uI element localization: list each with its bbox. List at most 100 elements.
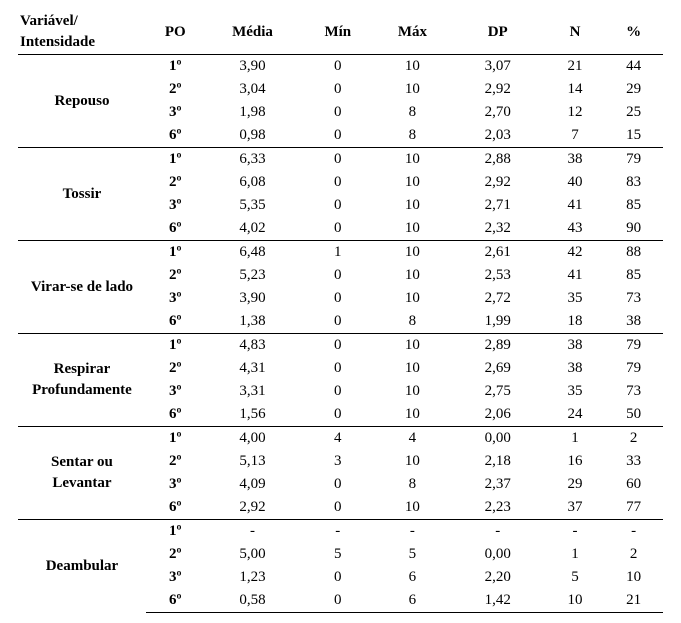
- cell-n: 1: [546, 543, 605, 566]
- cell-min: 3: [300, 450, 375, 473]
- col-variavel: Variável/ Intensidade: [18, 10, 146, 55]
- cell-media: 1,98: [205, 101, 301, 124]
- cell-dp: 2,32: [450, 217, 546, 241]
- cell-media: 1,56: [205, 403, 301, 427]
- cell-dp: 2,92: [450, 171, 546, 194]
- col-dp: DP: [450, 10, 546, 55]
- cell-max: 8: [375, 310, 450, 334]
- cell-min: -: [300, 520, 375, 544]
- cell-max: 10: [375, 403, 450, 427]
- cell-media: 0,58: [205, 589, 301, 613]
- cell-min: 0: [300, 264, 375, 287]
- cell-pct: 83: [604, 171, 663, 194]
- table-row: RespirarProfundamente1º4,830102,893879: [18, 334, 663, 358]
- cell-n: 41: [546, 264, 605, 287]
- col-pct: %: [604, 10, 663, 55]
- col-n: N: [546, 10, 605, 55]
- cell-dp: 3,07: [450, 55, 546, 79]
- cell-pct: 90: [604, 217, 663, 241]
- cell-min: 0: [300, 357, 375, 380]
- cell-max: 10: [375, 148, 450, 172]
- cell-dp: -: [450, 520, 546, 544]
- cell-po: 3º: [146, 287, 205, 310]
- cell-dp: 2,37: [450, 473, 546, 496]
- cell-po: 3º: [146, 380, 205, 403]
- cell-po: 2º: [146, 450, 205, 473]
- cell-po: 6º: [146, 496, 205, 520]
- cell-pct: 38: [604, 310, 663, 334]
- cell-min: 0: [300, 287, 375, 310]
- table-row: Tossir1º6,330102,883879: [18, 148, 663, 172]
- cell-dp: 0,00: [450, 543, 546, 566]
- cell-n: 7: [546, 124, 605, 148]
- cell-dp: 2,89: [450, 334, 546, 358]
- cell-pct: 2: [604, 427, 663, 451]
- cell-min: 0: [300, 124, 375, 148]
- cell-media: 4,09: [205, 473, 301, 496]
- cell-min: 5: [300, 543, 375, 566]
- cell-n: 40: [546, 171, 605, 194]
- cell-dp: 2,71: [450, 194, 546, 217]
- cell-media: 4,31: [205, 357, 301, 380]
- cell-min: 0: [300, 334, 375, 358]
- cell-pct: 85: [604, 264, 663, 287]
- group-label: Sentar ouLevantar: [18, 427, 146, 520]
- stats-table: Variável/ Intensidade PO Média Mín Máx D…: [18, 10, 663, 613]
- cell-pct: 44: [604, 55, 663, 79]
- cell-max: 10: [375, 194, 450, 217]
- cell-min: 0: [300, 473, 375, 496]
- cell-media: 3,31: [205, 380, 301, 403]
- cell-n: 41: [546, 194, 605, 217]
- cell-po: 6º: [146, 403, 205, 427]
- cell-media: 5,00: [205, 543, 301, 566]
- cell-dp: 2,92: [450, 78, 546, 101]
- cell-n: 38: [546, 148, 605, 172]
- cell-media: 1,23: [205, 566, 301, 589]
- cell-pct: 25: [604, 101, 663, 124]
- cell-n: 42: [546, 241, 605, 265]
- cell-po: 2º: [146, 264, 205, 287]
- cell-min: 1: [300, 241, 375, 265]
- cell-pct: 2: [604, 543, 663, 566]
- table-row: Repouso1º3,900103,072144: [18, 55, 663, 79]
- cell-n: 38: [546, 334, 605, 358]
- cell-max: 4: [375, 427, 450, 451]
- hdr-variavel-l2: Intensidade: [20, 34, 95, 50]
- cell-max: 5: [375, 543, 450, 566]
- cell-pct: 21: [604, 589, 663, 613]
- table-row: Sentar ouLevantar1º4,00440,0012: [18, 427, 663, 451]
- cell-media: 4,00: [205, 427, 301, 451]
- cell-dp: 2,75: [450, 380, 546, 403]
- cell-min: 0: [300, 380, 375, 403]
- cell-dp: 2,72: [450, 287, 546, 310]
- cell-min: 0: [300, 566, 375, 589]
- cell-n: 14: [546, 78, 605, 101]
- cell-max: -: [375, 520, 450, 544]
- cell-po: 2º: [146, 78, 205, 101]
- cell-dp: 2,23: [450, 496, 546, 520]
- cell-min: 0: [300, 101, 375, 124]
- cell-max: 8: [375, 101, 450, 124]
- cell-po: 2º: [146, 171, 205, 194]
- cell-n: 35: [546, 287, 605, 310]
- cell-max: 10: [375, 287, 450, 310]
- cell-dp: 2,69: [450, 357, 546, 380]
- hdr-variavel-l1: Variável/: [20, 13, 78, 29]
- group-label: Tossir: [18, 148, 146, 241]
- cell-media: -: [205, 520, 301, 544]
- cell-pct: 79: [604, 334, 663, 358]
- cell-po: 6º: [146, 124, 205, 148]
- cell-po: 1º: [146, 520, 205, 544]
- cell-dp: 2,88: [450, 148, 546, 172]
- cell-pct: 73: [604, 287, 663, 310]
- cell-media: 3,90: [205, 55, 301, 79]
- cell-max: 10: [375, 171, 450, 194]
- cell-pct: 29: [604, 78, 663, 101]
- cell-dp: 2,06: [450, 403, 546, 427]
- cell-po: 2º: [146, 357, 205, 380]
- cell-n: 10: [546, 589, 605, 613]
- cell-min: 4: [300, 427, 375, 451]
- cell-max: 8: [375, 124, 450, 148]
- col-min: Mín: [300, 10, 375, 55]
- cell-media: 5,35: [205, 194, 301, 217]
